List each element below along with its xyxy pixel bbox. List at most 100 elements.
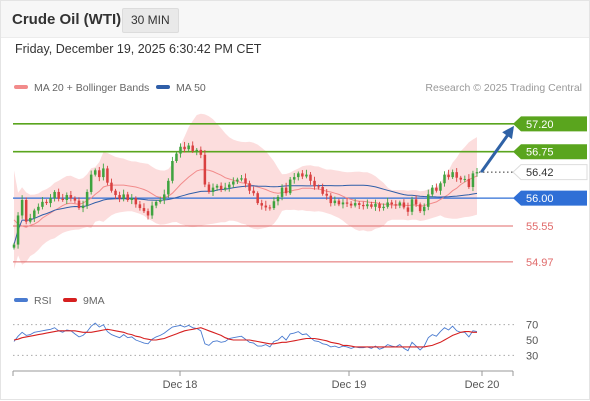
candle — [455, 168, 458, 182]
candle — [427, 189, 430, 211]
price-level-label: 57.20 — [526, 119, 554, 131]
candle-body — [333, 200, 337, 204]
candle-body — [89, 174, 93, 192]
candle — [451, 169, 454, 179]
candle — [236, 177, 239, 185]
candle — [317, 184, 320, 190]
candle-body — [264, 205, 268, 208]
candle — [163, 189, 166, 205]
candle-body — [240, 178, 243, 180]
price-levels — [13, 123, 519, 263]
candle-body — [207, 184, 211, 192]
candle — [414, 195, 418, 207]
candle — [467, 174, 471, 189]
candle-body — [431, 187, 434, 195]
rsi-legend-label: RSI — [34, 295, 52, 307]
candle-body — [260, 203, 264, 206]
candle — [89, 170, 93, 195]
candle-body — [85, 191, 89, 206]
rsi-ma-line — [13, 327, 477, 348]
candle — [114, 188, 117, 200]
candle-body — [227, 184, 231, 188]
price-level-label: 56.00 — [526, 193, 554, 205]
candle-body — [447, 174, 450, 178]
candle — [366, 199, 369, 209]
candle — [439, 181, 442, 195]
candle-body — [81, 205, 85, 209]
forecast-arrow-head — [502, 125, 514, 140]
candle-body — [16, 215, 20, 245]
candle — [126, 191, 129, 202]
candle-body — [175, 153, 178, 161]
candle — [370, 201, 373, 209]
time-tick-label: Dec 19 — [332, 379, 367, 391]
candle — [459, 175, 463, 183]
candle — [65, 192, 69, 205]
timestamp: Friday, December 19, 2025 6:30:42 PM CET — [15, 42, 262, 56]
candle-body — [77, 200, 81, 209]
candle — [357, 201, 361, 210]
candle-body — [309, 174, 312, 181]
candle — [435, 183, 438, 193]
candle-body — [142, 208, 146, 212]
interval-button[interactable]: 30 MIN — [122, 8, 179, 33]
candle — [292, 173, 296, 184]
candle — [175, 151, 178, 163]
candle-body — [463, 178, 467, 180]
candle-body — [402, 202, 406, 208]
rsi-line — [13, 322, 478, 352]
price-level-label: 56.75 — [526, 147, 554, 159]
candle — [106, 165, 109, 186]
candlesticks — [12, 141, 479, 250]
price-level-label: 55.55 — [526, 221, 554, 233]
candle-body — [199, 149, 203, 155]
candle-body — [268, 207, 272, 209]
candle-body — [353, 203, 357, 206]
candle-body — [305, 174, 308, 177]
candle — [386, 197, 389, 209]
candle-body — [427, 194, 430, 207]
candle — [248, 180, 251, 195]
candle-body — [280, 187, 284, 197]
candle — [268, 204, 272, 211]
candle — [256, 191, 259, 205]
candle-body — [284, 187, 288, 194]
candle — [232, 177, 235, 188]
candle-body — [374, 203, 377, 207]
candle-body — [357, 203, 361, 205]
candle-body — [179, 146, 182, 154]
rsi-tick-label: 50 — [526, 335, 538, 347]
candle — [329, 193, 333, 207]
candle-body — [110, 182, 113, 191]
candle-body — [223, 187, 227, 190]
candle — [171, 156, 174, 184]
candle-body — [215, 185, 219, 188]
candle — [219, 182, 223, 193]
candle-body — [256, 193, 259, 204]
candle-body — [187, 145, 190, 150]
candle — [284, 182, 288, 196]
candle — [345, 197, 349, 208]
candle-body — [244, 178, 247, 184]
candle — [390, 199, 393, 209]
candle-body — [362, 204, 365, 207]
candle — [394, 200, 398, 209]
time-tick-label: Dec 18 — [163, 379, 198, 391]
candle — [110, 178, 113, 193]
rsi-panel: 70 50 30 — [13, 320, 538, 362]
candle-body — [122, 194, 125, 199]
candle-body — [106, 168, 109, 183]
candle — [447, 169, 450, 180]
candle — [398, 200, 402, 209]
candle — [93, 168, 97, 177]
candle — [305, 169, 308, 179]
candle-body — [195, 149, 199, 152]
forecast-arrow-line — [480, 130, 512, 173]
candle-body — [12, 244, 16, 248]
candle — [276, 195, 280, 206]
candle-body — [349, 203, 353, 206]
candle — [264, 200, 268, 211]
ma20-legend-swatch — [14, 85, 28, 89]
price-level-tag — [513, 190, 587, 206]
